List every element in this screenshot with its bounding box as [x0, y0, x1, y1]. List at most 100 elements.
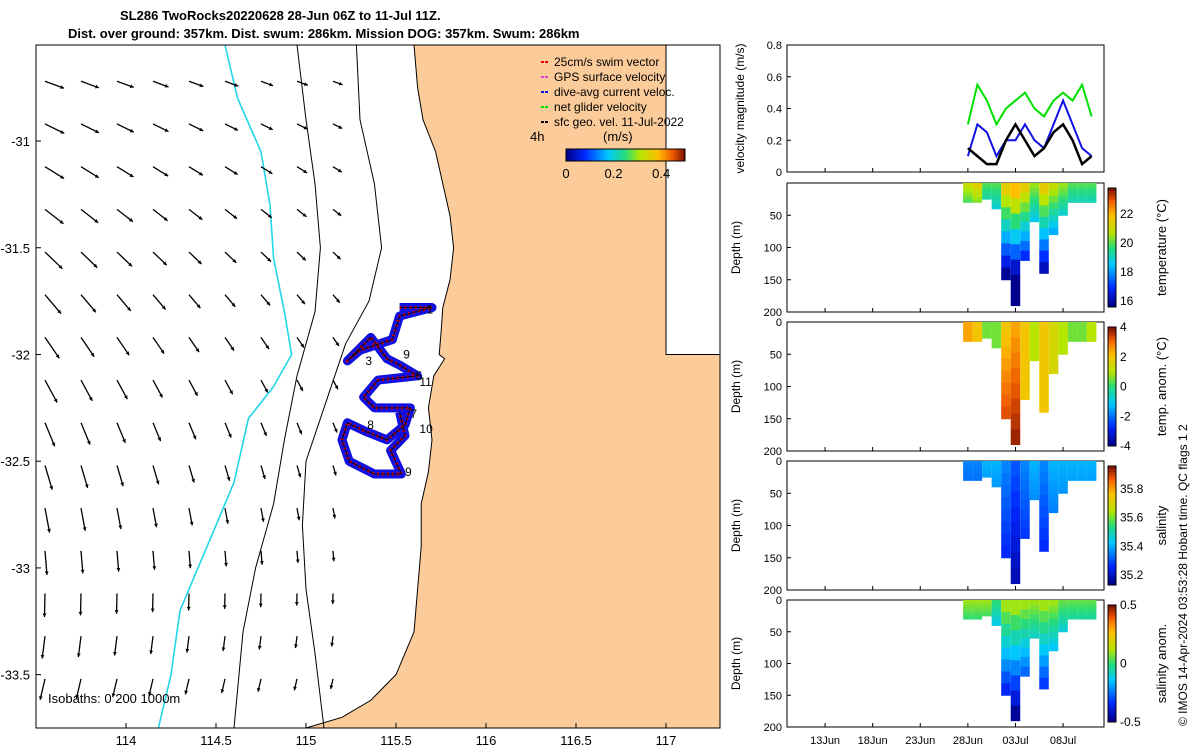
legend-label-4: sfc geo. vel. 11-Jul-2022: [554, 115, 684, 129]
ts-cell-2-1-1: [972, 324, 983, 328]
ts-cell-1-0-1: [963, 185, 973, 189]
ts-cell-2-0-1: [963, 324, 973, 328]
ts-cell-3-13-3: [1086, 468, 1097, 472]
ts-cell-4-1-6: [972, 614, 983, 618]
ts-cell-1-8-7: [1039, 262, 1049, 274]
velocity-arrow-30: [116, 80, 134, 88]
ts-cell-4-6-5: [1020, 647, 1030, 658]
ts-cell-3-1-7: [972, 477, 983, 481]
ts-cell-2-2-4: [982, 330, 992, 333]
ts-cbar-cell-1-3: [1108, 196, 1116, 201]
ts-xtick-label-5: 08Jul: [1050, 735, 1076, 747]
ts-cbar-cell-1-38: [1108, 301, 1116, 305]
ts-cell-3-3-4: [991, 473, 1002, 478]
map-xtick-label-4: 116: [476, 733, 497, 748]
map-ytick-label-2: -32: [11, 347, 30, 362]
colorbar-cell-4: [573, 149, 577, 161]
ts-panel-frame-0: [786, 44, 1105, 173]
ts-cbar-cell-1-9: [1108, 214, 1116, 219]
ts-cell-1-4-5: [1001, 243, 1011, 257]
ts-cell-1-5-2: [1010, 213, 1021, 230]
velocity-arrow-78: [224, 208, 238, 220]
ts-cell-2-0-4: [963, 331, 973, 335]
velocity-arrow-39: [116, 465, 124, 487]
waypoint-label-1: 3: [365, 354, 372, 368]
ts-cell-3-7-2: [1029, 470, 1040, 477]
ts-cell-3-4-4: [1001, 509, 1011, 522]
ts-cell-2-8-3: [1039, 355, 1049, 368]
ts-cell-4-0-4: [963, 609, 973, 613]
velocity-arrow-41: [116, 550, 121, 572]
velocity-arrow-18: [80, 208, 99, 224]
ts-cell-1-0-2: [963, 187, 973, 191]
ts-cell-4-4-1: [1001, 611, 1011, 625]
ts-cell-1-11-4: [1067, 192, 1078, 196]
ts-cell-3-8-6: [1039, 528, 1049, 541]
velocity-arrow-119: [293, 678, 298, 691]
ts-cbar-cell-1-12: [1108, 223, 1116, 228]
ts-cell-3-12-5: [1077, 473, 1087, 477]
ts-cbar-cell-4-12: [1108, 640, 1116, 644]
ts-cell-4-4-4: [1001, 647, 1011, 661]
ts-cell-3-12-1: [1077, 463, 1087, 467]
ts-panel-4: 0 50 100 150 200 Depth (m) -0.5 0 0.5 salinity an…: [730, 595, 1169, 734]
ts-cell-1-4-7: [1001, 267, 1011, 281]
ts-cbar-label-4: salinity anom.: [1154, 624, 1169, 703]
ts-ytick-label-0-3: 0.6: [767, 72, 782, 84]
ts-cell-3-6-7: [1020, 528, 1030, 539]
ts-cbar-cell-2-14: [1108, 368, 1116, 373]
velocity-arrow-52: [152, 379, 164, 398]
ts-cell-3-4-1: [1001, 473, 1011, 486]
ts-cell-4-7-6: [1029, 628, 1040, 634]
ts-cell-3-6-5: [1020, 509, 1030, 520]
velocity-arrow-125: [332, 294, 341, 304]
ts-cell-3-9-7: [1048, 506, 1059, 514]
ts-cell-4-4-0: [1001, 600, 1011, 613]
colorbar-cell-8: [581, 149, 585, 161]
ts-cbar-cell-3-34: [1108, 567, 1116, 571]
ts-cell-1-12-6: [1077, 197, 1087, 201]
ts-cell-3-6-1: [1020, 470, 1030, 481]
land-area: [305, 45, 720, 728]
ts-cbar-cell-3-37: [1108, 576, 1116, 580]
ts-cell-4-12-1: [1077, 602, 1087, 606]
ts-cell-4-12-0: [1077, 600, 1087, 603]
colorbar-cell-56: [677, 149, 680, 161]
colorbar-cell-26: [617, 149, 621, 161]
ts-cell-1-13-3: [1086, 190, 1097, 194]
isobath-cyan-line: [157, 45, 293, 728]
ts-cell-4-7-2: [1029, 609, 1040, 615]
ts-cbar-cell-4-3: [1108, 613, 1116, 618]
ts-cbar-cell-3-1: [1108, 468, 1116, 473]
ts-cell-3-13-6: [1086, 475, 1097, 479]
colorbar-cell-38: [641, 149, 644, 161]
ts-cbar-cell-3-16: [1108, 513, 1116, 518]
ts-cell-3-5-5: [1010, 537, 1021, 554]
ts-cell-4-3-4: [991, 612, 1002, 617]
ts-cbar-cell-1-30: [1108, 277, 1116, 281]
ts-cbar-cell-2-8: [1108, 350, 1116, 355]
ts-cell-1-5-5: [1010, 259, 1021, 276]
ts-cell-4-0-1: [963, 602, 973, 606]
ts-cell-2-4-3: [1001, 358, 1011, 371]
ts-panel-3: 0 50 100 150 200 Depth (m) 35.2 35.4 35.6 35.8 sal…: [730, 456, 1169, 597]
ts-cell-2-13-4: [1086, 331, 1097, 335]
ts-cbar-cell-4-0: [1108, 605, 1116, 609]
ts-cell-4-3-1: [991, 603, 1002, 607]
ts-cell-2-1-2: [972, 326, 983, 330]
ts-cbar-cell-3-38: [1108, 579, 1116, 583]
ts-cell-3-4-7: [1001, 545, 1011, 559]
velocity-arrow-49: [152, 251, 168, 266]
velocity-arrow-28: [76, 636, 82, 658]
colorbar-cell-24: [613, 149, 617, 161]
colorbar-cell-25: [615, 149, 619, 161]
ts-cell-3-5-4: [1010, 522, 1021, 539]
ts-cell-1-2-4: [982, 191, 992, 194]
ts-cell-1-9-7: [1048, 228, 1059, 236]
ts-cbar-tick-3-0: 35.2: [1120, 568, 1144, 582]
ts-cbar-tick-2-2: 0: [1120, 380, 1127, 394]
velocity-arrow-64: [188, 251, 202, 265]
ts-cell-4-8-6: [1039, 666, 1049, 679]
ts-cell-3-10-1: [1058, 465, 1068, 470]
velocity-arrow-34: [116, 251, 133, 267]
